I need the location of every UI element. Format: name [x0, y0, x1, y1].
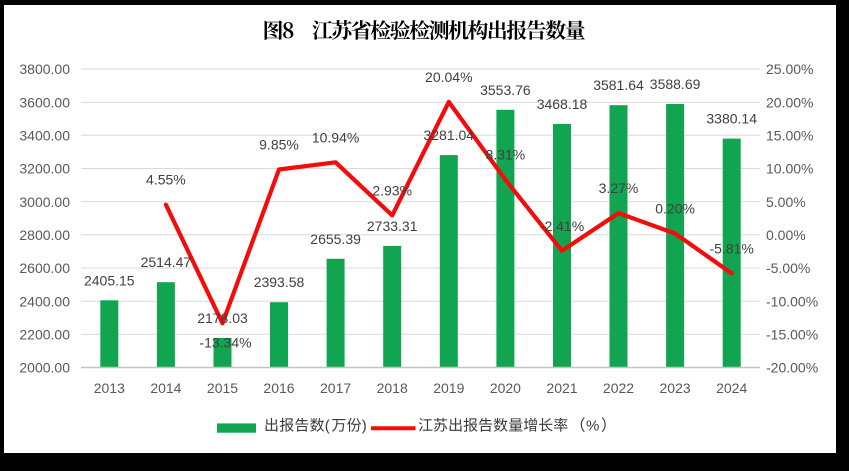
svg-text:3.27%: 3.27%: [599, 180, 639, 196]
svg-text:3380.14: 3380.14: [706, 111, 757, 127]
svg-text:4.55%: 4.55%: [146, 172, 186, 188]
svg-text:3553.76: 3553.76: [480, 82, 531, 98]
svg-text:-13.34%: -13.34%: [199, 335, 251, 351]
svg-text:9.85%: 9.85%: [259, 137, 299, 153]
svg-text:2015: 2015: [207, 380, 238, 396]
svg-text:2178.03: 2178.03: [197, 310, 248, 326]
svg-text:%: %: [586, 418, 599, 435]
svg-text:3200.00: 3200.00: [19, 161, 70, 177]
svg-text:2393.58: 2393.58: [254, 274, 305, 290]
svg-text:2514.47: 2514.47: [141, 254, 192, 270]
svg-text:3800.00: 3800.00: [19, 61, 70, 77]
svg-text:2655.39: 2655.39: [310, 231, 361, 247]
svg-text:20.00%: 20.00%: [766, 94, 813, 110]
svg-text:2018: 2018: [377, 380, 408, 396]
svg-text:2023: 2023: [660, 380, 691, 396]
svg-text:25.00%: 25.00%: [766, 61, 813, 77]
svg-text:2000.00: 2000.00: [19, 360, 70, 376]
svg-text:-5.81%: -5.81%: [710, 240, 754, 256]
svg-text:2200.00: 2200.00: [19, 326, 70, 342]
svg-text:2800.00: 2800.00: [19, 227, 70, 243]
svg-text:): ): [362, 418, 367, 435]
svg-text:3588.69: 3588.69: [650, 76, 701, 92]
svg-text:3400.00: 3400.00: [19, 127, 70, 143]
svg-text:10.00%: 10.00%: [766, 161, 813, 177]
svg-text:15.00%: 15.00%: [766, 127, 813, 143]
svg-text:2.93%: 2.93%: [372, 182, 412, 198]
svg-text:3000.00: 3000.00: [19, 194, 70, 210]
svg-text:2021: 2021: [546, 380, 577, 396]
svg-text:2020: 2020: [490, 380, 521, 396]
svg-text:2019: 2019: [433, 380, 464, 396]
svg-text:2405.15: 2405.15: [84, 272, 135, 288]
svg-text:2600.00: 2600.00: [19, 260, 70, 276]
svg-text:-20.00%: -20.00%: [766, 360, 818, 376]
svg-text:2400.00: 2400.00: [19, 293, 70, 309]
svg-text:3281.04: 3281.04: [423, 127, 474, 143]
svg-text:20.04%: 20.04%: [425, 69, 472, 85]
svg-text:0.20%: 0.20%: [655, 201, 695, 217]
svg-text:-5.00%: -5.00%: [766, 260, 810, 276]
svg-text:2024: 2024: [716, 380, 747, 396]
svg-text:2014: 2014: [150, 380, 181, 396]
svg-text:2017: 2017: [320, 380, 351, 396]
svg-text:2016: 2016: [263, 380, 294, 396]
svg-text:8.31%: 8.31%: [486, 147, 526, 163]
svg-text:-15.00%: -15.00%: [766, 326, 818, 342]
svg-text:-10.00%: -10.00%: [766, 293, 818, 309]
svg-text:5.00%: 5.00%: [766, 194, 806, 210]
svg-text:(: (: [325, 418, 330, 435]
svg-text:2013: 2013: [94, 380, 125, 396]
svg-text:2022: 2022: [603, 380, 634, 396]
svg-text:3600.00: 3600.00: [19, 94, 70, 110]
svg-text:-2.41%: -2.41%: [540, 218, 584, 234]
svg-text:2733.31: 2733.31: [367, 218, 418, 234]
svg-text:3581.64: 3581.64: [593, 77, 644, 93]
svg-text:10.94%: 10.94%: [312, 129, 359, 145]
svg-text:3468.18: 3468.18: [537, 96, 588, 112]
svg-text:0.00%: 0.00%: [766, 227, 806, 243]
